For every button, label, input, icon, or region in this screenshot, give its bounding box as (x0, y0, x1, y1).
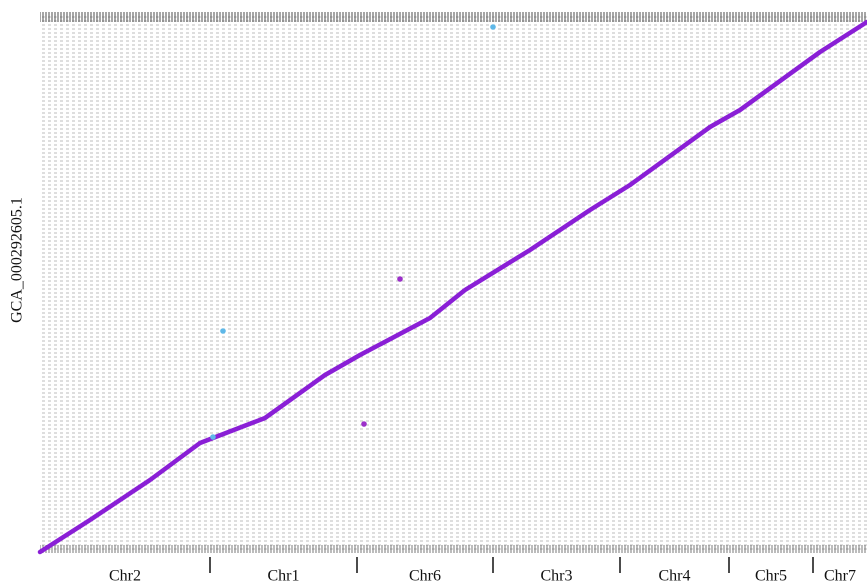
x-tick-label: Chr4 (659, 568, 691, 585)
contig-grid (40, 15, 867, 552)
x-tick-label: Chr5 (755, 568, 787, 585)
contig-ticks (40, 12, 867, 22)
contig-ticks (40, 545, 867, 553)
y-axis-label: GCA_000292605.1 (9, 197, 26, 323)
x-tick-label: Chr3 (541, 568, 573, 585)
alignment-point (361, 421, 367, 427)
x-tick-label: Chr1 (268, 568, 300, 585)
x-tick-label: Chr7 (824, 568, 856, 585)
alignment-point (220, 328, 226, 334)
x-tick-label: Chr2 (109, 568, 141, 585)
x-tick-label: Chr6 (409, 568, 441, 585)
alignment-point (490, 24, 496, 30)
alignment-point (397, 276, 403, 282)
alignment-line (37, 19, 867, 555)
alignment-point (210, 434, 216, 440)
